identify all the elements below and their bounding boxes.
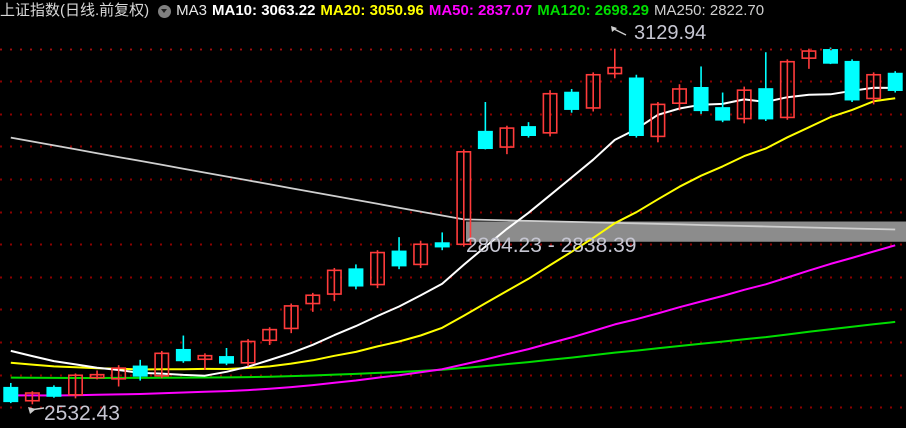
chevron-down-circle-icon[interactable] bbox=[158, 4, 172, 18]
ma3-legend[interactable]: MA3 bbox=[176, 2, 208, 19]
gridlines-group bbox=[0, 48, 906, 409]
ma50-legend[interactable]: MA50: 2837.07 bbox=[428, 2, 533, 19]
ma250-legend[interactable]: MA250: 2822.70 bbox=[653, 2, 765, 19]
ma10-legend[interactable]: MA10: 3063.22 bbox=[212, 2, 316, 19]
candles-group bbox=[3, 47, 903, 405]
ma10-line bbox=[10, 86, 896, 377]
candlestick-svg bbox=[0, 26, 906, 414]
price-chart-plot[interactable] bbox=[0, 22, 906, 428]
ma50-line bbox=[10, 244, 896, 397]
ma20-line bbox=[10, 97, 896, 371]
ma120-line bbox=[10, 320, 896, 379]
high-marker bbox=[0, 26, 906, 414]
ma250-line bbox=[10, 136, 896, 231]
ma120-legend[interactable]: MA120: 2698.29 bbox=[537, 2, 649, 19]
ma20-legend[interactable]: MA20: 3050.96 bbox=[320, 2, 424, 19]
instrument-title[interactable]: 上证指数(日线.前复权) bbox=[0, 2, 150, 19]
chart-legend-header: 上证指数(日线.前复权) MA3 MA10: 3063.22 MA20: 305… bbox=[0, 0, 906, 22]
